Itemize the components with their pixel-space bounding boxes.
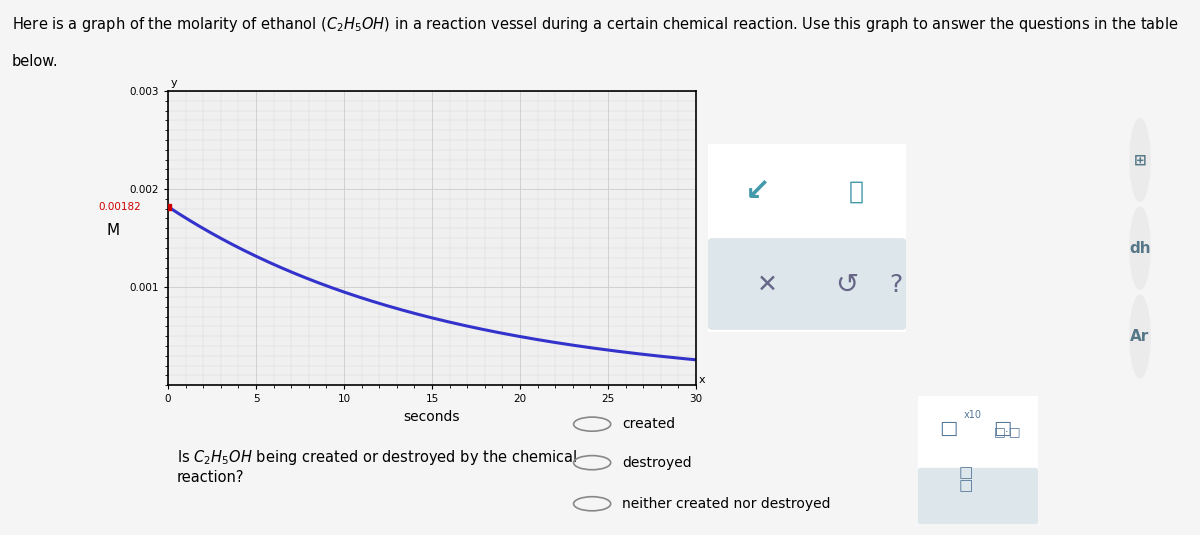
FancyBboxPatch shape (708, 238, 906, 330)
FancyBboxPatch shape (704, 141, 910, 244)
Text: created: created (623, 417, 676, 431)
Text: ↙: ↙ (745, 177, 770, 206)
Text: ?: ? (889, 273, 902, 297)
Text: dh: dh (1129, 241, 1151, 256)
FancyBboxPatch shape (917, 395, 1039, 525)
Text: neither created nor destroyed: neither created nor destroyed (623, 497, 830, 511)
Text: 0.00182: 0.00182 (98, 202, 142, 212)
FancyBboxPatch shape (704, 141, 910, 335)
Text: □·□: □·□ (995, 425, 1021, 438)
Text: below.: below. (12, 54, 59, 68)
Text: ⊞: ⊞ (1134, 152, 1146, 167)
Text: Here is a graph of the molarity of ethanol $(C_2H_5OH)$ in a reaction vessel dur: Here is a graph of the molarity of ethan… (12, 15, 1178, 34)
Circle shape (1130, 295, 1150, 378)
Text: ↺: ↺ (835, 271, 858, 299)
Text: ✕: ✕ (757, 273, 778, 297)
Circle shape (1130, 119, 1150, 201)
Text: □
□: □ □ (959, 465, 973, 493)
Text: □: □ (938, 418, 958, 438)
Text: destroyed: destroyed (623, 456, 692, 470)
Text: x: x (698, 375, 706, 385)
Circle shape (1130, 207, 1150, 289)
Y-axis label: M: M (107, 223, 119, 238)
Text: ⬜: ⬜ (850, 179, 864, 203)
Text: Ar: Ar (1130, 329, 1150, 344)
X-axis label: seconds: seconds (403, 410, 461, 424)
Text: y: y (170, 78, 178, 88)
FancyBboxPatch shape (918, 468, 1038, 524)
Text: □: □ (992, 418, 1012, 438)
Text: Is $C_2H_5OH$ being created or destroyed by the chemical
reaction?: Is $C_2H_5OH$ being created or destroyed… (176, 448, 577, 485)
Text: x10: x10 (964, 410, 982, 420)
